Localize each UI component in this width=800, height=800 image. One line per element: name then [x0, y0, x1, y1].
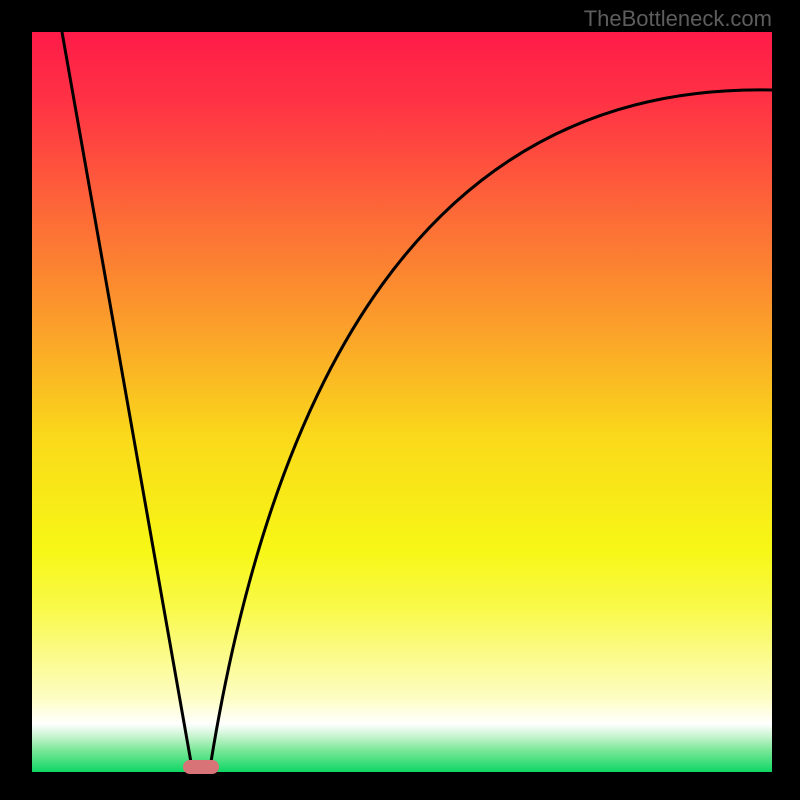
minimum-marker [183, 760, 219, 774]
curve-layer [0, 0, 800, 800]
curve-left-branch [62, 32, 192, 768]
watermark-text: TheBottleneck.com [584, 6, 772, 32]
chart-container: TheBottleneck.com [0, 0, 800, 800]
curve-right-branch [210, 90, 772, 768]
